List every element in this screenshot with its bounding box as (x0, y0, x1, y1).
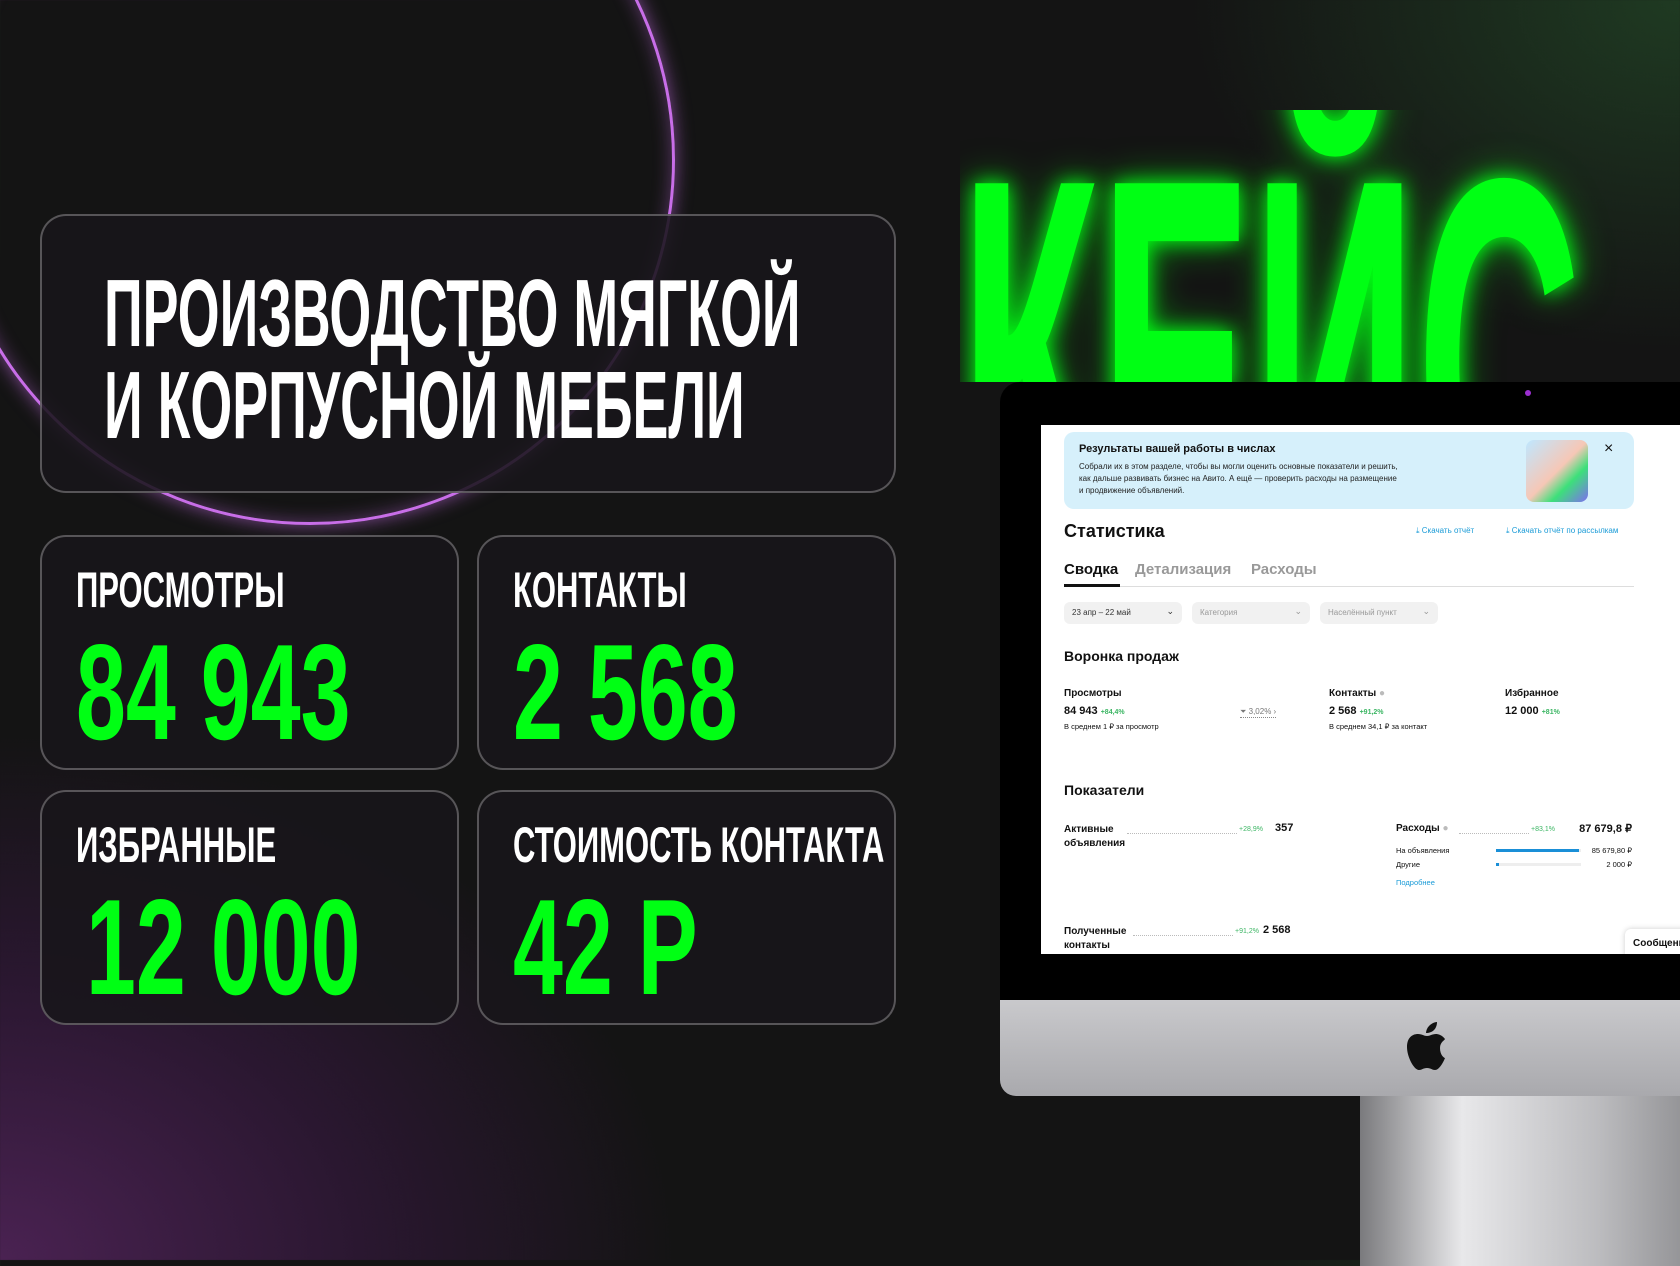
expenses-label: Расходы ● (1396, 823, 1449, 834)
stat-card-views: ПРОСМОТРЫ 84 943 (40, 535, 459, 770)
views-value: 84 943 +84,4% (1064, 705, 1125, 717)
contacts-value: 2 568 +91,2% (1329, 705, 1384, 717)
expense-row-label: На объявления (1396, 846, 1450, 855)
stat-card-favorites: ИЗБРАННЫЕ 12 000 (40, 790, 459, 1025)
dotted-leader (1127, 833, 1237, 834)
stat-value: 84 943 (76, 616, 351, 768)
help-icon[interactable]: ● (1442, 823, 1449, 834)
stat-label: СТОИМОСТЬ КОНТАКТА (513, 817, 885, 873)
active-ads-label: Активные объявления (1064, 824, 1126, 849)
views-sub: В среднем 1 ₽ за просмотр (1064, 722, 1159, 731)
active-ads-delta: +28,9% (1239, 826, 1263, 833)
headline-card (40, 214, 896, 493)
stat-card-contact-cost: СТОИМОСТЬ КОНТАКТА 42 Р (477, 790, 896, 1025)
received-contacts-label: Полученные контакты (1064, 926, 1127, 951)
chevron-down-icon: ⌄ (1294, 606, 1302, 616)
expense-row-value: 85 679,80 ₽ (1591, 846, 1632, 855)
close-banner-button[interactable]: × (1604, 440, 1614, 457)
stat-value: 2 568 (513, 616, 738, 768)
messages-button[interactable]: Сообщения (1625, 929, 1680, 954)
expense-bar-fill (1496, 849, 1580, 852)
expense-row-label: Другие (1396, 860, 1421, 869)
download-report-link[interactable]: ⤓ Скачать отчёт (1416, 526, 1475, 535)
favorites-label: Избранное (1505, 688, 1559, 699)
download-mail-report-link[interactable]: ⤓ Скачать отчёт по рассылкам (1506, 526, 1619, 535)
more-link[interactable]: Подробнее (1396, 878, 1435, 887)
case-title: КЕЙС (960, 110, 1664, 382)
dotted-leader (1459, 833, 1529, 834)
tabs-divider (1064, 586, 1634, 587)
stat-label: КОНТАКТЫ (513, 562, 687, 618)
help-icon[interactable]: ● (1378, 688, 1385, 699)
expense-bar-fill (1496, 863, 1499, 866)
monitor-chin (1000, 1000, 1680, 1096)
page-title: Статистика (1064, 521, 1165, 541)
tab-details[interactable]: Детализация (1135, 561, 1232, 578)
received-contacts-delta: +91,2% (1235, 928, 1259, 935)
banner-text: Собрали их в этом разделе, чтобы вы могл… (1079, 462, 1398, 495)
active-tab-indicator (1064, 584, 1120, 587)
metrics-title: Показатели (1064, 782, 1145, 798)
expense-bar (1496, 849, 1581, 852)
stat-label: ИЗБРАННЫЕ (76, 817, 277, 873)
banner-title: Результаты вашей работы в числах (1079, 443, 1276, 455)
expense-row-value: 2 000 ₽ (1606, 860, 1632, 869)
stat-label: ПРОСМОТРЫ (76, 562, 285, 618)
expenses-delta: +83,1% (1531, 826, 1555, 833)
stats-page-screen: Результаты вашей работы в числах Собрали… (1041, 425, 1680, 954)
stat-value: 42 Р (513, 871, 698, 1023)
category-dropdown[interactable]: Категория ⌄ (1192, 602, 1310, 624)
city-dropdown[interactable]: Населённый пункт ⌄ (1320, 602, 1438, 624)
headline: ПРОИЗВОДСТВО МЯГКОЙ И КОРПУСНОЙ МЕБЕЛИ (104, 260, 801, 459)
favorites-value: 12 000 +81% (1505, 705, 1560, 717)
stats-illustration-icon (1526, 440, 1588, 502)
period-dropdown[interactable]: 23 апр – 22 май ⌄ (1064, 602, 1182, 624)
apple-logo-icon (1407, 1022, 1445, 1070)
tab-summary[interactable]: Сводка (1064, 561, 1119, 578)
funnel-title: Воронка продаж (1064, 648, 1179, 664)
chevron-down-icon: ⌄ (1422, 606, 1430, 616)
case-title-container: КЕЙС (960, 110, 1680, 382)
stat-card-contacts: КОНТАКТЫ 2 568 (477, 535, 896, 770)
contacts-label: Контакты ● (1329, 688, 1385, 699)
active-ads-value: 357 (1275, 822, 1294, 834)
views-label: Просмотры (1064, 688, 1122, 699)
monitor-stand (1360, 1096, 1680, 1266)
conversion-link[interactable]: ⏷ 3,02% › (1240, 707, 1277, 718)
tab-expenses[interactable]: Расходы (1251, 561, 1317, 578)
received-contacts-value: 2 568 (1263, 924, 1291, 936)
chevron-down-icon: ⌄ (1166, 606, 1174, 616)
expense-bar (1496, 863, 1581, 866)
camera-icon (1525, 390, 1531, 396)
dotted-leader (1133, 935, 1233, 936)
contacts-sub: В среднем 34,1 ₽ за контакт (1329, 722, 1428, 731)
expenses-value: 87 679,8 ₽ (1579, 823, 1632, 835)
info-banner: Результаты вашей работы в числах Собрали… (1064, 432, 1634, 509)
stat-value: 12 000 (86, 871, 361, 1023)
